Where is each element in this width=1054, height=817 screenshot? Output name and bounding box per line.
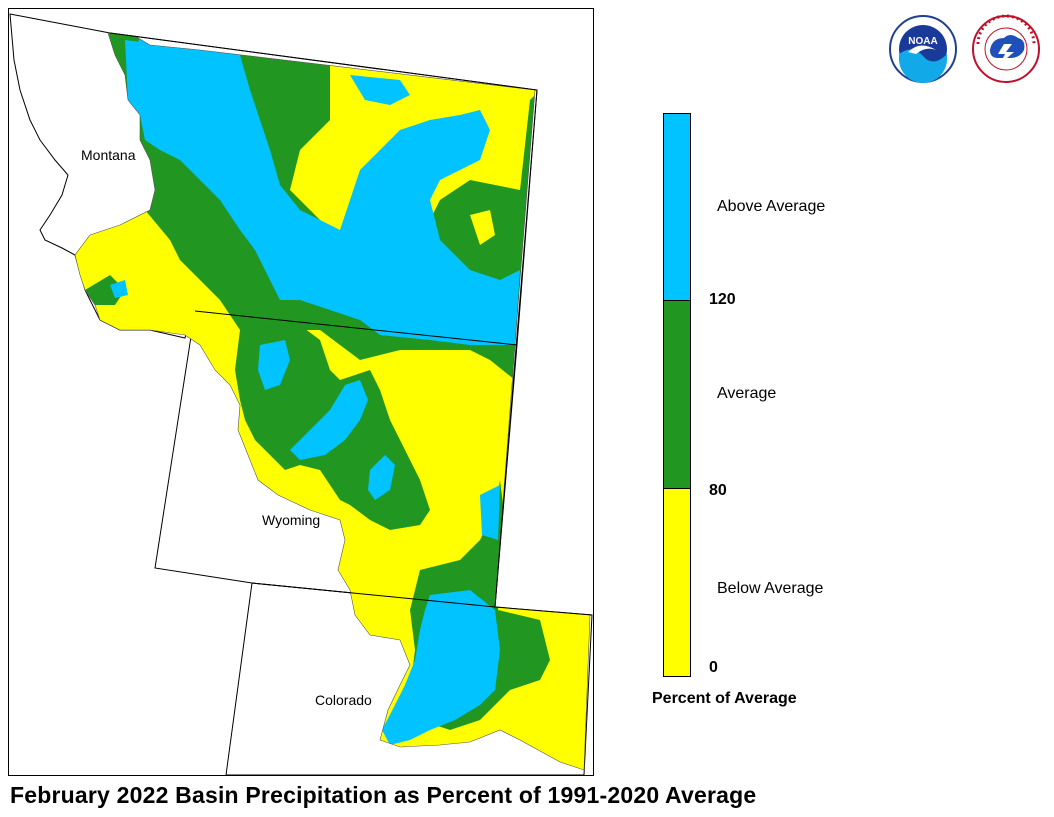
legend-swatch-average bbox=[663, 300, 691, 489]
legend-label-average: Average bbox=[717, 385, 777, 402]
legend-label-below: Below Average bbox=[717, 580, 824, 597]
above-average-areas bbox=[110, 35, 520, 745]
legend-tick-120: 120 bbox=[709, 291, 736, 308]
legend-label-above: Above Average bbox=[717, 198, 826, 215]
legend-tick-80: 80 bbox=[709, 482, 727, 499]
state-label-wyoming: Wyoming bbox=[262, 512, 321, 528]
noaa-logo-text: NOAA bbox=[908, 36, 937, 47]
legend-tick-0: 0 bbox=[709, 659, 718, 676]
noaa-logo: NOAA bbox=[889, 15, 957, 83]
precipitation-areas bbox=[75, 33, 590, 770]
state-label-montana: Montana bbox=[81, 147, 136, 163]
legend-title: Percent of Average bbox=[652, 690, 797, 707]
map-caption: February 2022 Basin Precipitation as Per… bbox=[10, 782, 757, 808]
state-label-colorado: Colorado bbox=[315, 692, 372, 708]
nws-logo bbox=[972, 14, 1040, 83]
basin-outline bbox=[74, 32, 591, 771]
state-lines-overlay bbox=[109, 32, 593, 616]
precipitation-map bbox=[9, 13, 593, 776]
legend-swatch-below bbox=[663, 488, 691, 677]
legend-swatch-above bbox=[663, 113, 691, 301]
